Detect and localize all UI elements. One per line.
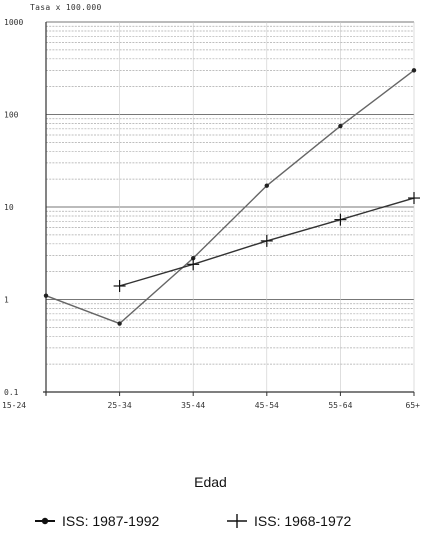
point-marker	[117, 321, 122, 326]
legend-dot-line-icon	[35, 517, 55, 525]
point-marker	[338, 123, 343, 129]
legend-plus-line-icon	[227, 514, 247, 528]
legend: ISS: 1987-1992 ISS: 1968-1972	[0, 513, 421, 535]
legend-label-1987-1992: ISS: 1987-1992	[62, 513, 160, 529]
legend-label-1968-1972: ISS: 1968-1972	[254, 513, 352, 529]
y-tick-label: 100	[4, 111, 19, 120]
x-tick-label: 25-34	[108, 401, 132, 410]
x-tick-label: 55-64	[328, 401, 352, 410]
point-marker	[191, 255, 196, 261]
x-axis-title: Edad	[194, 474, 227, 490]
series-line-1987-1992	[45, 69, 415, 325]
y-tick-label: 1	[4, 296, 9, 305]
point-marker	[264, 183, 269, 188]
legend-item-1987-1992: ISS: 1987-1992	[34, 513, 159, 529]
x-tick-label: 45-54	[255, 401, 279, 410]
x-tick-label: 15-24	[2, 401, 26, 410]
point-marker	[43, 293, 49, 298]
y-tick-label: 1000	[4, 18, 23, 27]
legend-item-1968-1972: ISS: 1968-1972	[226, 513, 351, 529]
x-tick-label: 65+	[406, 401, 421, 410]
y-axis-unit-label: Tasa x 100.000	[30, 3, 102, 12]
point-marker	[411, 68, 417, 73]
line-chart: 1000 100 10 1 0.1 15-24 25-34 35-44 45-54 55-64 65…	[2, 18, 421, 410]
y-tick-label: 10	[4, 203, 14, 212]
x-tick-label: 35-44	[181, 401, 205, 410]
y-tick-label: 0.1	[4, 388, 19, 397]
